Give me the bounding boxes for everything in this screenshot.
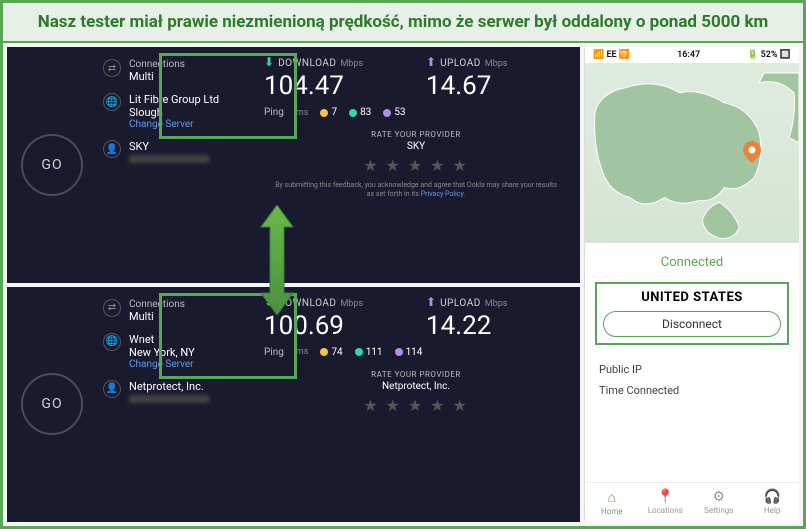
blurred-ip bbox=[129, 155, 209, 163]
bottom-nav: ⌂ Home 📍 Locations ⚙ Settings 🎧 Help bbox=[585, 482, 799, 522]
rate-label: RATE YOUR PROVIDER bbox=[264, 370, 568, 379]
ping-idle-icon bbox=[320, 109, 328, 117]
connections-value: Multi bbox=[129, 70, 185, 83]
upload-label: UPLOAD bbox=[440, 298, 481, 309]
ping-label: Ping bbox=[264, 107, 284, 118]
go-button[interactable]: GO bbox=[21, 373, 83, 435]
download-icon: ⬇ bbox=[264, 295, 274, 309]
caption-banner: Nasz tester miał prawie niezmienioną prę… bbox=[3, 3, 803, 43]
user-icon: 👤 bbox=[103, 140, 121, 158]
server-icon: 🌐 bbox=[103, 333, 121, 351]
speedtest-panel-bottom: GO ⇄ Connections Multi 🌐 Wnet bbox=[7, 287, 580, 522]
ping-idle: 74 bbox=[331, 347, 342, 358]
speedtest-column: GO ⇄ Connections Multi 🌐 Lit Fibre Group… bbox=[7, 47, 580, 522]
content-area: GO ⇄ Connections Multi 🌐 Lit Fibre Group… bbox=[3, 43, 803, 526]
map-svg bbox=[585, 63, 799, 242]
connected-country: UNITED STATES bbox=[603, 290, 781, 305]
rate-label: RATE YOUR PROVIDER bbox=[264, 130, 568, 139]
server-isp: Lit Fibre Group Ltd bbox=[129, 93, 219, 106]
public-ip-row: Public IP bbox=[599, 359, 785, 380]
download-unit: Mbps bbox=[340, 59, 363, 69]
ping-dl-icon bbox=[355, 348, 363, 356]
time-connected-row: Time Connected bbox=[599, 380, 785, 401]
connection-status: Connected bbox=[585, 243, 799, 278]
vpn-app-panel: 📶 EE 🛜 16:47 🔋 52% 🔲 Connected UNITED ST… bbox=[584, 47, 799, 522]
download-value: 104.47 bbox=[264, 71, 406, 101]
upload-icon: ⬆ bbox=[426, 55, 436, 69]
ping-ul: 114 bbox=[406, 347, 423, 358]
download-label: DOWNLOAD bbox=[278, 298, 336, 309]
connections-label: Connections bbox=[129, 299, 185, 310]
ping-ul-icon bbox=[395, 348, 403, 356]
nav-help[interactable]: 🎧 Help bbox=[746, 489, 800, 516]
connections-icon: ⇄ bbox=[103, 299, 121, 317]
provider-name: Netprotect, Inc. bbox=[129, 380, 209, 393]
ping-unit: ms bbox=[296, 108, 309, 118]
connection-box: UNITED STATES Disconnect bbox=[595, 282, 789, 345]
upload-label: UPLOAD bbox=[440, 58, 481, 69]
nav-settings[interactable]: ⚙ Settings bbox=[692, 489, 746, 516]
status-time: 16:47 bbox=[677, 50, 700, 60]
ping-dl: 83 bbox=[360, 107, 371, 118]
blurred-ip bbox=[129, 395, 209, 403]
world-map[interactable] bbox=[585, 63, 799, 243]
server-location: New York, NY bbox=[129, 346, 195, 359]
ping-ul-icon bbox=[383, 109, 391, 117]
status-battery: 🔋 52% 🔲 bbox=[747, 50, 791, 60]
status-bar: 📶 EE 🛜 16:47 🔋 52% 🔲 bbox=[585, 47, 799, 63]
upload-unit: Mbps bbox=[485, 299, 508, 309]
rate-provider: SKY bbox=[264, 141, 568, 152]
download-value: 100.69 bbox=[264, 311, 406, 341]
connections-label: Connections bbox=[129, 59, 185, 70]
upload-unit: Mbps bbox=[485, 59, 508, 69]
connections-value: Multi bbox=[129, 310, 185, 323]
ping-ul: 53 bbox=[394, 107, 405, 118]
connections-icon: ⇄ bbox=[103, 59, 121, 77]
download-unit: Mbps bbox=[340, 299, 363, 309]
ping-dl: 111 bbox=[366, 347, 383, 358]
server-isp: Wnet bbox=[129, 333, 195, 346]
download-label: DOWNLOAD bbox=[278, 58, 336, 69]
ping-dl-icon bbox=[349, 109, 357, 117]
locations-icon: 📍 bbox=[639, 489, 693, 505]
rate-provider: Netprotect, Inc. bbox=[264, 381, 568, 392]
download-icon: ⬇ bbox=[264, 55, 274, 69]
privacy-link[interactable]: Privacy Policy bbox=[421, 190, 464, 198]
ping-label: Ping bbox=[264, 347, 284, 358]
ping-idle: 7 bbox=[331, 107, 337, 118]
caption-text: Nasz tester miał prawie niezmienioną prę… bbox=[23, 11, 783, 33]
server-location: Slough bbox=[129, 106, 219, 119]
disclaimer-text: By submitting this feedback, you acknowl… bbox=[252, 179, 580, 205]
settings-icon: ⚙ bbox=[692, 489, 746, 505]
change-server-link[interactable]: Change Server bbox=[129, 119, 219, 130]
upload-value: 14.67 bbox=[426, 71, 568, 101]
server-icon: 🌐 bbox=[103, 93, 121, 111]
location-pin-icon bbox=[743, 141, 761, 168]
disconnect-button[interactable]: Disconnect bbox=[603, 311, 781, 337]
user-icon: 👤 bbox=[103, 380, 121, 398]
change-server-link[interactable]: Change Server bbox=[129, 359, 195, 370]
home-icon: ⌂ bbox=[585, 489, 639, 506]
nav-label: Settings bbox=[704, 506, 733, 515]
nav-locations[interactable]: 📍 Locations bbox=[639, 489, 693, 516]
provider-name: SKY bbox=[129, 140, 209, 153]
connection-details: Public IP Time Connected bbox=[585, 349, 799, 411]
upload-value: 14.22 bbox=[426, 311, 568, 341]
ping-unit: ms bbox=[296, 347, 309, 357]
nav-label: Locations bbox=[648, 506, 683, 515]
status-carrier: 📶 EE 🛜 bbox=[593, 50, 630, 60]
go-button[interactable]: GO bbox=[21, 134, 83, 196]
ping-idle-icon bbox=[320, 348, 328, 356]
nav-home[interactable]: ⌂ Home bbox=[585, 489, 639, 516]
nav-label: Home bbox=[601, 507, 623, 516]
rating-stars[interactable]: ★ ★ ★ ★ ★ bbox=[264, 396, 568, 415]
rating-stars[interactable]: ★ ★ ★ ★ ★ bbox=[264, 156, 568, 175]
speedtest-panel-top: GO ⇄ Connections Multi 🌐 Lit Fibre Group… bbox=[7, 47, 580, 282]
nav-label: Help bbox=[764, 506, 780, 515]
help-icon: 🎧 bbox=[746, 489, 800, 505]
upload-icon: ⬆ bbox=[426, 295, 436, 309]
